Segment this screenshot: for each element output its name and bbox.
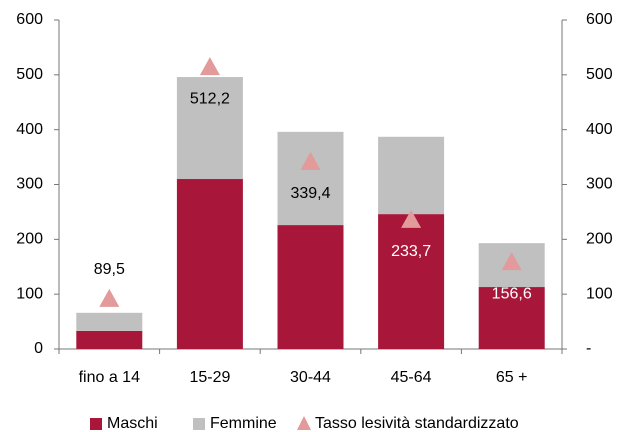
x-tick-label: fino a 14	[79, 369, 140, 386]
data-label: 156,6	[492, 285, 532, 302]
marker	[99, 288, 120, 307]
data-label: 233,7	[391, 243, 431, 260]
data-label: 89,5	[94, 261, 125, 278]
legend-label: Femmine	[210, 415, 277, 432]
y-tick-label: 100	[16, 285, 43, 302]
legend-swatch	[90, 418, 102, 430]
bar	[478, 287, 545, 349]
marker	[401, 209, 422, 228]
bar	[76, 312, 143, 331]
bar	[76, 330, 143, 349]
y2-tick-label: 500	[586, 66, 613, 83]
bar	[277, 131, 344, 226]
marker	[501, 252, 522, 271]
y-tick-label: 600	[16, 11, 43, 28]
y-tick-label: 500	[16, 66, 43, 83]
x-tick-label: 45-64	[391, 369, 432, 386]
bar	[176, 179, 243, 349]
y2-tick-label: 300	[586, 176, 613, 193]
x-tick-label: 65 +	[496, 369, 528, 386]
y2-tick-label: 100	[586, 285, 613, 302]
y-tick-label: 400	[16, 121, 43, 138]
legend-label: Tasso lesività standardizzato	[315, 415, 519, 432]
y2-tick-label: 600	[586, 11, 613, 28]
bar	[378, 136, 445, 215]
marker	[300, 151, 321, 170]
y-tick-label: 300	[16, 176, 43, 193]
bar	[378, 214, 445, 349]
x-tick-label: 30-44	[290, 369, 331, 386]
bar	[277, 225, 344, 349]
y-tick-label: 200	[16, 231, 43, 248]
y2-tick-label: -	[586, 340, 591, 357]
y2-tick-label: 200	[586, 231, 613, 248]
data-label: 512,2	[190, 90, 230, 107]
marker	[199, 57, 220, 76]
x-tick-label: 15-29	[189, 369, 230, 386]
legend-swatch	[193, 418, 205, 430]
data-label: 339,4	[290, 185, 330, 202]
y2-tick-label: 400	[586, 121, 613, 138]
legend-marker	[297, 416, 311, 430]
y-tick-label: 0	[34, 340, 43, 357]
legend-label: Maschi	[107, 415, 158, 432]
bar	[176, 77, 243, 180]
